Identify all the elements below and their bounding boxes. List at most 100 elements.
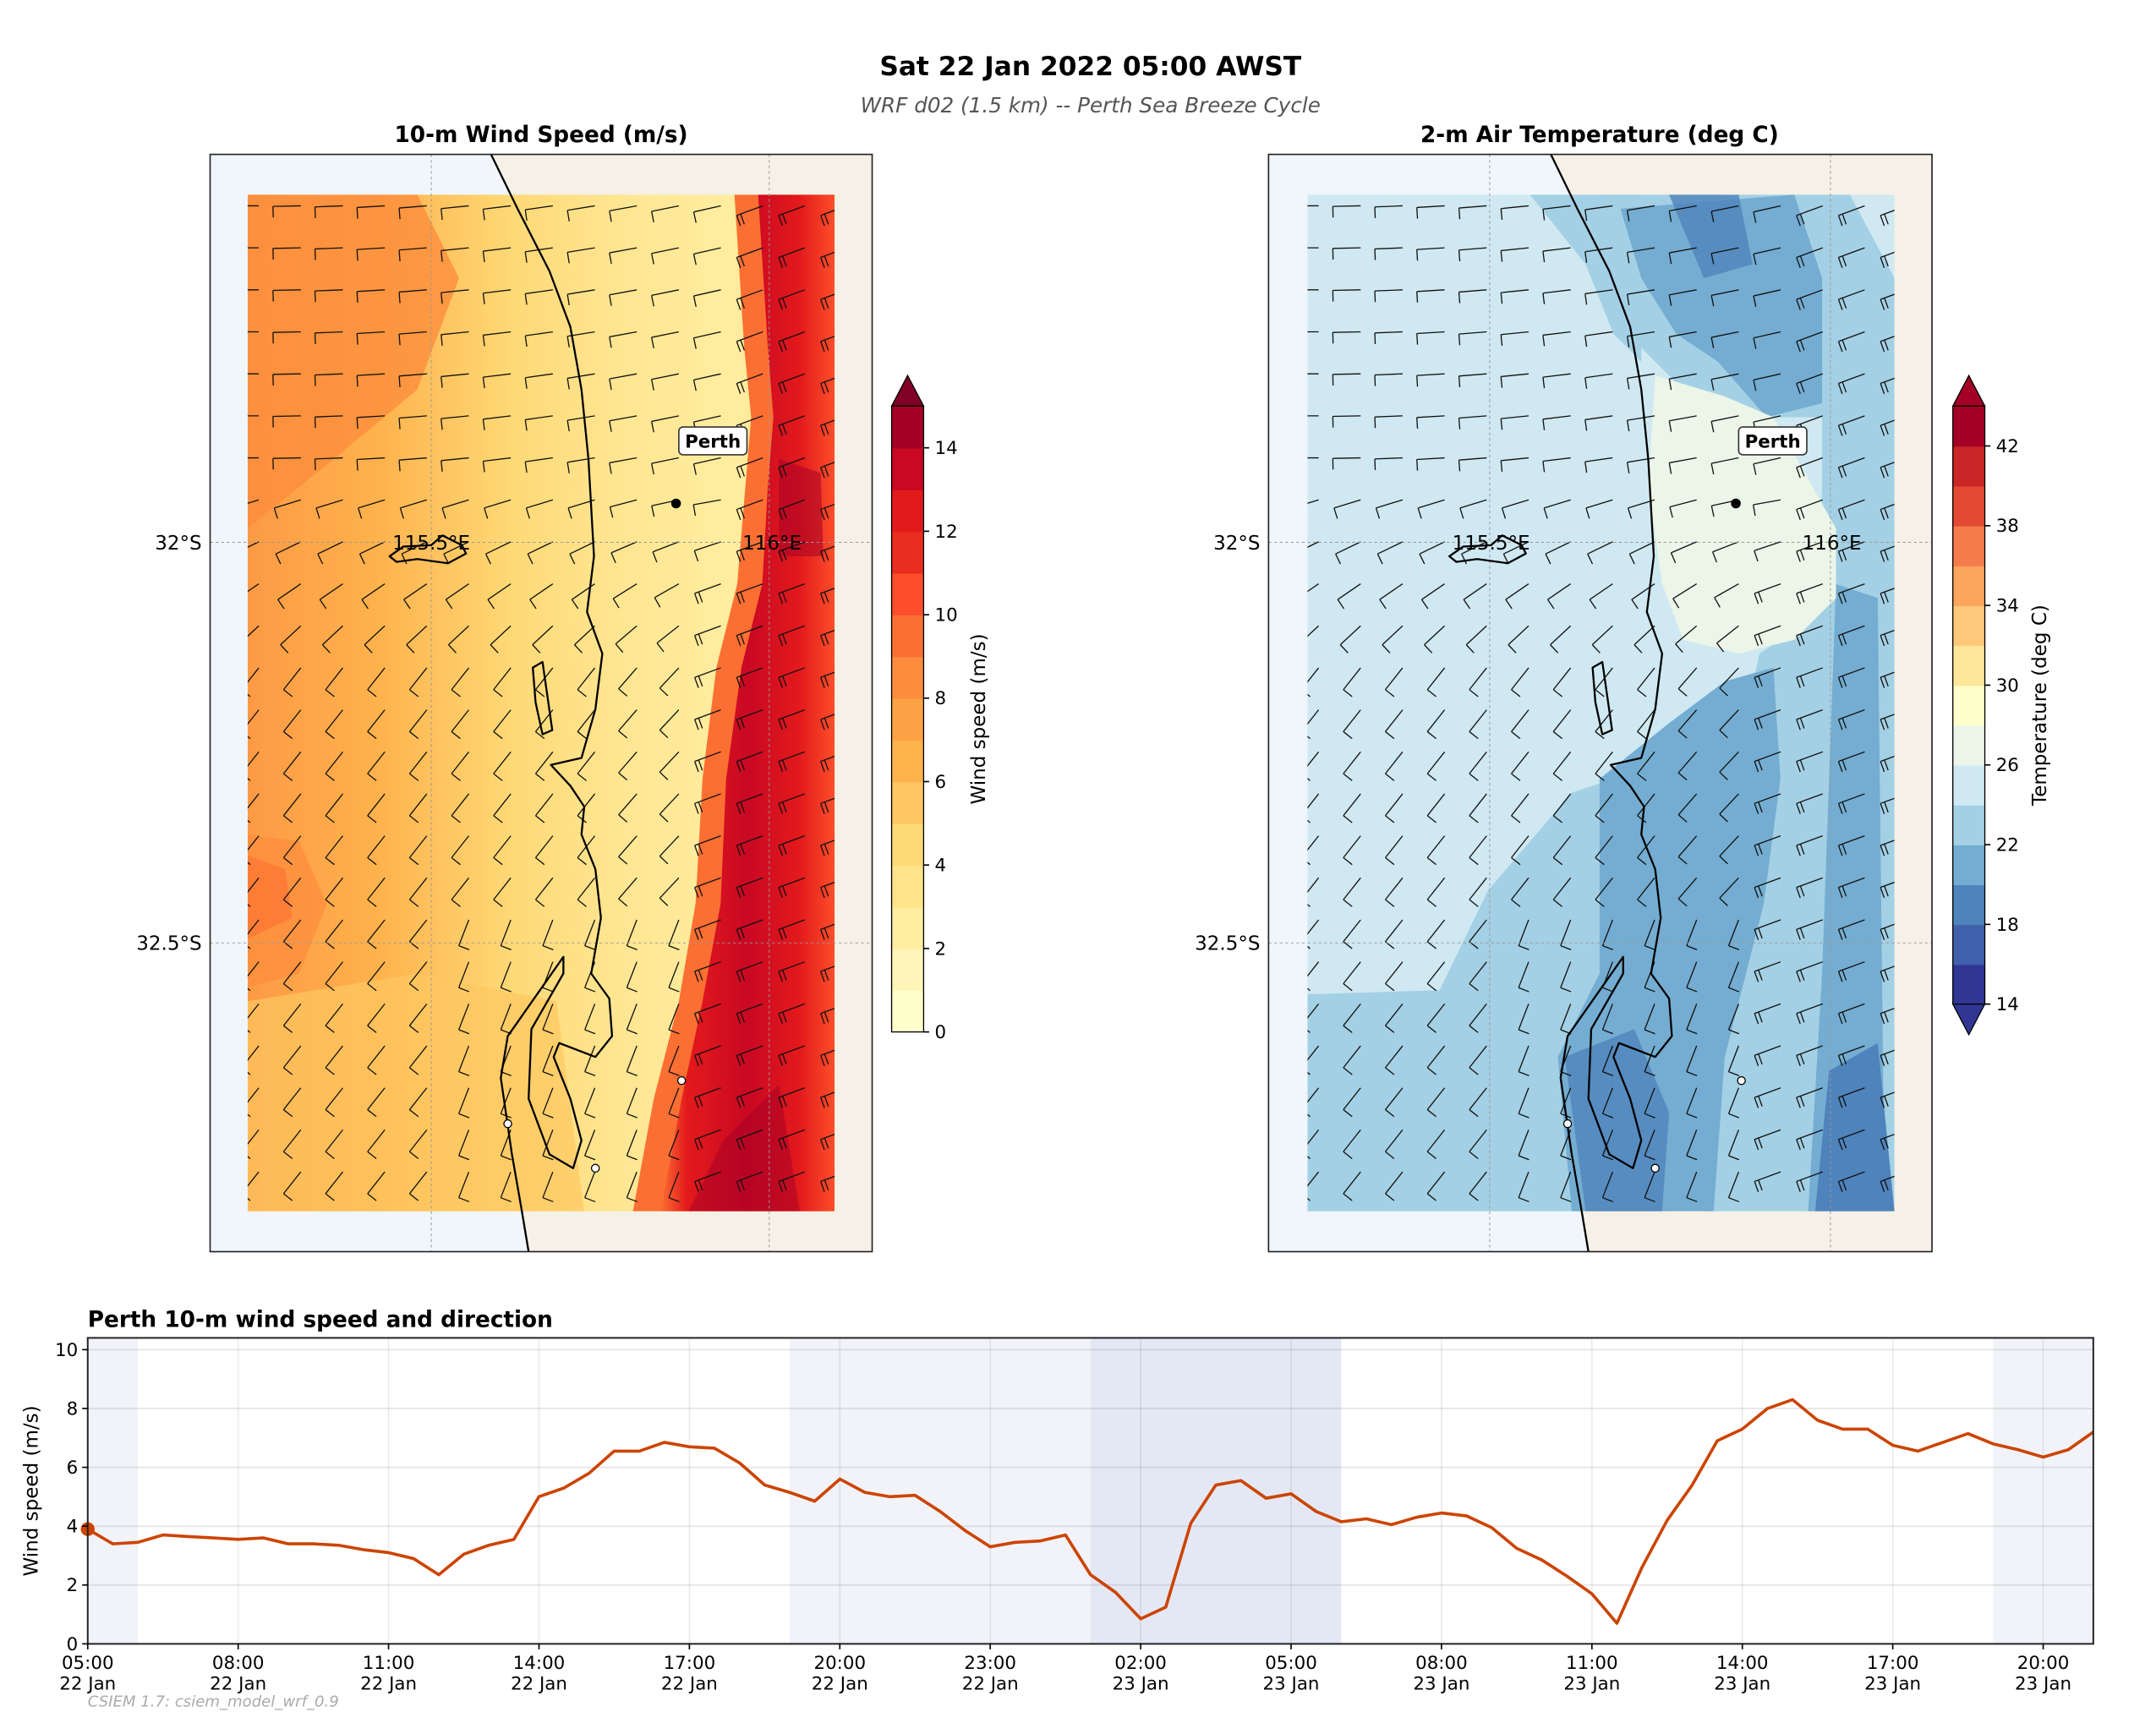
wind-barb	[694, 667, 721, 688]
wind-barb	[282, 1045, 302, 1075]
wind-barb	[441, 331, 469, 347]
wind-barb	[367, 1045, 386, 1075]
wind-barb	[325, 1045, 343, 1075]
wind-barb	[778, 457, 806, 479]
wind-barb	[1307, 1003, 1320, 1033]
wind-barb	[694, 793, 721, 814]
wind-barb	[1668, 373, 1697, 391]
wind-barb	[1712, 541, 1739, 563]
colorbar-bin	[891, 781, 924, 824]
wind-barb	[325, 793, 343, 823]
wind-barb	[1416, 289, 1445, 303]
wind-barb	[398, 373, 427, 388]
wind-barb	[1753, 289, 1781, 308]
wind-speed-colorbar: 0 2 4 6 8 10 12 14	[890, 374, 958, 1043]
x-tick-label-time: 08:00	[212, 1653, 265, 1674]
wind-barb	[1385, 877, 1404, 907]
wind-barb	[408, 1087, 428, 1118]
wind-barb	[1332, 289, 1361, 302]
wind-barb	[1333, 499, 1361, 519]
wind-barb	[668, 1087, 680, 1119]
wind-barb	[493, 751, 512, 781]
wind-barb	[458, 961, 470, 993]
wind-barb	[1754, 1045, 1781, 1066]
wind-barb	[1343, 793, 1361, 823]
wind-barb	[1332, 331, 1361, 344]
wind-barb	[1385, 835, 1404, 866]
wind-barb	[1458, 205, 1487, 220]
wind-barb	[1880, 419, 1895, 436]
wind-barb	[319, 583, 343, 610]
wind-barb	[247, 877, 260, 907]
wind-barb	[650, 205, 680, 223]
wind-barb	[1727, 919, 1740, 950]
wind-barb	[1307, 835, 1320, 866]
night-shade-band	[87, 1337, 139, 1644]
wind-barb	[618, 877, 637, 907]
wind-barb	[1416, 415, 1445, 429]
wind-barb	[668, 1004, 680, 1035]
wind-barb	[1307, 877, 1320, 907]
night-shade-band	[789, 1337, 1091, 1644]
colorbar-bin	[891, 697, 924, 741]
wind-barb	[1637, 751, 1655, 781]
wind-barb	[1307, 625, 1320, 637]
wind-barb	[447, 625, 469, 654]
wind-barb	[451, 793, 470, 823]
wind-barb	[1644, 1171, 1655, 1203]
wind-barb	[1837, 708, 1865, 730]
map-frame	[1267, 153, 1933, 1253]
wind-barb	[1796, 1171, 1823, 1192]
wind-barb	[1469, 835, 1487, 866]
wind-barb	[566, 457, 595, 473]
y-tick-label: 10	[55, 1340, 78, 1361]
wind-barb	[272, 415, 301, 428]
wind-barb	[1753, 247, 1781, 265]
wind-barb	[408, 835, 428, 866]
wind-barb	[1458, 289, 1487, 304]
x-tick-label-date: 22 Jan	[59, 1674, 116, 1695]
x-tick-label-date: 23 Jan	[1113, 1674, 1169, 1695]
wind-barb	[1675, 625, 1698, 654]
wind-barb	[1753, 373, 1781, 391]
wind-barb	[1754, 919, 1781, 940]
wind-barb	[778, 289, 806, 310]
wind-barb	[566, 205, 595, 222]
wind-barb	[356, 247, 386, 261]
wind-barb	[610, 541, 637, 564]
wind-barb	[1626, 247, 1655, 264]
wind-barb	[367, 1129, 386, 1159]
x-tick-label-time: 05:00	[62, 1653, 114, 1674]
wind-barb	[1837, 1171, 1865, 1192]
wind-barb	[1754, 583, 1781, 604]
wind-barb	[1837, 1003, 1865, 1025]
wind-barb	[1385, 1129, 1404, 1159]
wind-barb	[654, 583, 680, 608]
wind-barb	[247, 793, 260, 823]
lat-label-32-5s: 32.5°S	[136, 933, 201, 955]
figure-title: Sat 22 Jan 2022 05:00 AWST	[879, 52, 1302, 82]
wind-barb	[1677, 667, 1698, 697]
perth-label: Perth	[685, 432, 741, 453]
wind-barb	[1880, 1049, 1895, 1066]
wind-barb	[820, 797, 835, 814]
lat-label-32s: 32°S	[1213, 533, 1260, 555]
wind-barb	[482, 415, 512, 430]
wind-barb	[458, 1087, 470, 1119]
wind-barb	[659, 709, 680, 739]
wind-barb	[1796, 625, 1823, 647]
y-tick-label: 4	[67, 1517, 79, 1538]
wind-barb	[609, 415, 637, 432]
wind-barb	[1416, 373, 1445, 387]
x-tick-label-date: 22 Jan	[210, 1674, 266, 1695]
wind-barb	[820, 588, 835, 604]
wind-barb	[1307, 541, 1319, 548]
wind-barb	[367, 835, 386, 866]
wind-map-title: 10-m Wind Speed (m/s)	[394, 123, 687, 148]
wind-barb	[668, 1171, 680, 1203]
wind-barb	[1591, 625, 1613, 654]
wind-barb	[1307, 247, 1319, 249]
wind-barb	[694, 1087, 721, 1108]
x-tick-label-time: 14:00	[1716, 1653, 1769, 1674]
